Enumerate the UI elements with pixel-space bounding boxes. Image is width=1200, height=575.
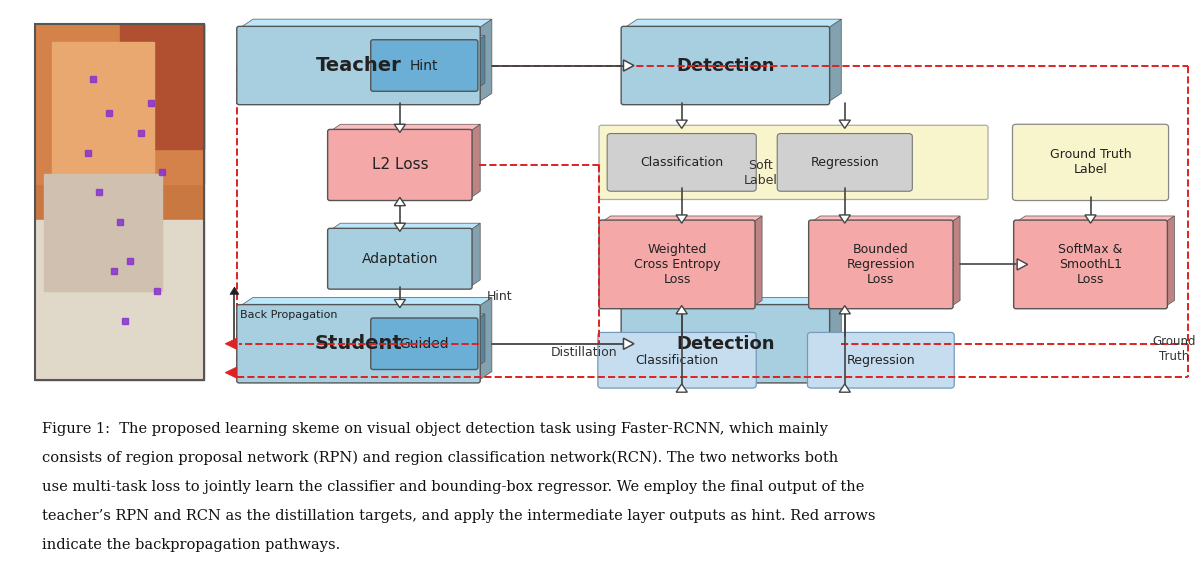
Polygon shape	[35, 24, 204, 380]
Text: L2 Loss: L2 Loss	[372, 158, 428, 172]
Text: consists of region proposal network (RPN) and region classification network(RCN): consists of region proposal network (RPN…	[42, 451, 838, 465]
FancyBboxPatch shape	[236, 26, 480, 105]
Polygon shape	[827, 19, 841, 102]
Text: Soft
Label: Soft Label	[744, 159, 778, 187]
Polygon shape	[676, 384, 688, 392]
Text: Classification: Classification	[640, 156, 724, 169]
Polygon shape	[624, 338, 634, 350]
Text: Detection: Detection	[676, 335, 775, 352]
Polygon shape	[395, 223, 406, 231]
Text: Back Propagation: Back Propagation	[240, 310, 337, 320]
FancyBboxPatch shape	[371, 318, 478, 370]
Polygon shape	[395, 124, 406, 132]
Text: Hint: Hint	[410, 59, 438, 72]
Polygon shape	[478, 19, 492, 102]
FancyBboxPatch shape	[371, 40, 478, 91]
Polygon shape	[395, 197, 406, 206]
Text: Teacher: Teacher	[316, 56, 401, 75]
Text: use multi-task loss to jointly learn the classifier and bounding-box regressor. : use multi-task loss to jointly learn the…	[42, 480, 864, 494]
Polygon shape	[475, 36, 485, 89]
FancyBboxPatch shape	[1014, 220, 1168, 309]
Polygon shape	[43, 174, 162, 291]
Polygon shape	[676, 120, 688, 128]
FancyBboxPatch shape	[328, 129, 472, 201]
Text: Student: Student	[314, 334, 402, 353]
Polygon shape	[475, 314, 485, 367]
FancyBboxPatch shape	[328, 228, 472, 289]
Text: SoftMax &
SmoothL1
Loss: SoftMax & SmoothL1 Loss	[1058, 243, 1123, 286]
Polygon shape	[478, 297, 492, 381]
FancyBboxPatch shape	[598, 332, 756, 388]
Polygon shape	[1016, 216, 1175, 222]
Text: teacher’s RPN and RCN as the distillation targets, and apply the intermediate la: teacher’s RPN and RCN as the distillatio…	[42, 509, 875, 523]
Polygon shape	[811, 216, 960, 222]
Text: Regression: Regression	[810, 156, 880, 169]
Polygon shape	[624, 60, 634, 71]
Text: Classification: Classification	[636, 354, 719, 367]
Text: Adaptation: Adaptation	[361, 252, 438, 266]
Polygon shape	[230, 287, 239, 294]
Polygon shape	[676, 306, 688, 314]
Text: indicate the backpropagation pathways.: indicate the backpropagation pathways.	[42, 538, 340, 553]
Polygon shape	[1165, 216, 1175, 306]
Polygon shape	[1085, 215, 1096, 223]
Text: Ground
Truth: Ground Truth	[1153, 335, 1196, 363]
FancyBboxPatch shape	[607, 133, 756, 191]
Polygon shape	[839, 120, 851, 128]
Polygon shape	[330, 223, 480, 231]
Polygon shape	[839, 215, 851, 223]
Text: Guided: Guided	[400, 337, 449, 351]
FancyBboxPatch shape	[599, 220, 755, 309]
Polygon shape	[120, 24, 204, 149]
FancyBboxPatch shape	[809, 220, 953, 309]
Polygon shape	[752, 216, 762, 306]
Polygon shape	[373, 36, 485, 42]
Polygon shape	[827, 297, 841, 381]
Polygon shape	[469, 124, 480, 198]
Text: Hint: Hint	[487, 290, 512, 304]
Polygon shape	[1018, 259, 1027, 270]
FancyBboxPatch shape	[778, 133, 912, 191]
Polygon shape	[239, 297, 492, 306]
Text: Figure 1:  The proposed learning skeme on visual object detection task using Fas: Figure 1: The proposed learning skeme on…	[42, 421, 828, 436]
Polygon shape	[950, 216, 960, 306]
Text: Bounded
Regression
Loss: Bounded Regression Loss	[846, 243, 916, 286]
Text: Weighted
Cross Entropy
Loss: Weighted Cross Entropy Loss	[634, 243, 720, 286]
FancyBboxPatch shape	[622, 26, 829, 105]
FancyBboxPatch shape	[808, 332, 954, 388]
FancyBboxPatch shape	[1013, 124, 1169, 201]
FancyBboxPatch shape	[622, 305, 829, 383]
Polygon shape	[624, 19, 841, 28]
Text: Ground Truth
Label: Ground Truth Label	[1050, 148, 1132, 177]
Polygon shape	[624, 297, 841, 306]
Polygon shape	[373, 314, 485, 320]
Text: Detection: Detection	[676, 56, 775, 75]
Polygon shape	[35, 220, 204, 380]
Polygon shape	[839, 306, 851, 314]
Polygon shape	[239, 19, 492, 28]
Polygon shape	[330, 124, 480, 132]
Polygon shape	[395, 300, 406, 308]
Polygon shape	[839, 384, 851, 392]
Polygon shape	[676, 215, 688, 223]
Polygon shape	[52, 42, 154, 174]
Text: Regression: Regression	[846, 354, 916, 367]
FancyBboxPatch shape	[599, 125, 988, 200]
Polygon shape	[226, 367, 236, 378]
Polygon shape	[469, 223, 480, 287]
Text: Distillation: Distillation	[551, 346, 618, 358]
Polygon shape	[601, 216, 762, 222]
FancyBboxPatch shape	[236, 305, 480, 383]
Polygon shape	[226, 338, 236, 350]
Polygon shape	[35, 24, 204, 184]
